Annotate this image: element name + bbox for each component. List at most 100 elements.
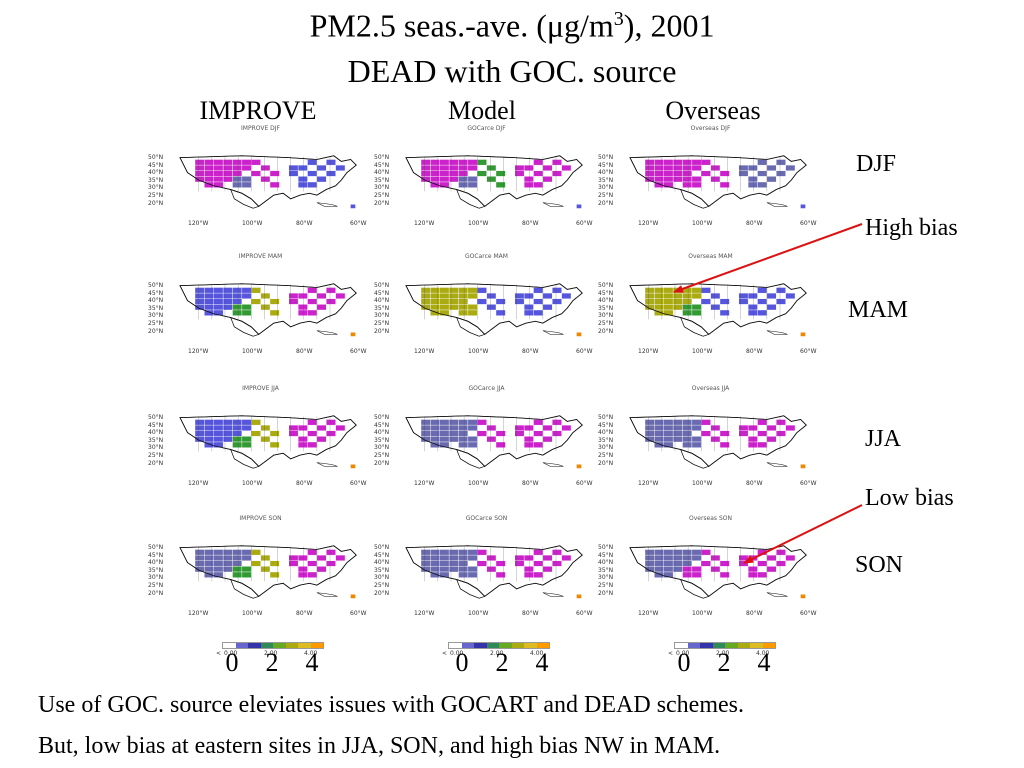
annotation-low-bias: Low bias	[865, 485, 954, 511]
latitude-label: 45°N	[374, 551, 390, 559]
site-cell	[663, 571, 674, 578]
longitude-label: 100°W	[692, 348, 713, 355]
colorbar-less-than: <	[668, 650, 674, 657]
longitude-label: 80°W	[522, 348, 539, 355]
map-panel-overseas-jja: Overseas JJA 50°N 45°N 40°N 35°N 30°N 25°N 20°N…	[598, 382, 823, 487]
high-bias-arrow	[673, 223, 863, 293]
latitude-label: 20°N	[148, 199, 164, 207]
latitude-label: 35°N	[598, 566, 614, 574]
cuba-outline	[766, 330, 788, 335]
site-cell	[486, 164, 497, 171]
site-cell	[776, 170, 786, 177]
longitude-label: 100°W	[242, 348, 263, 355]
latitude-label: 25°N	[598, 452, 614, 459]
longitude-label: 80°W	[522, 480, 539, 487]
site-cell	[738, 170, 749, 177]
footer-line-2: But, low bias at eastern sites in JJA, S…	[38, 733, 721, 759]
site-cell	[297, 292, 308, 299]
latitude-label: 30°N	[148, 574, 164, 582]
site-cell	[747, 292, 758, 299]
longitude-label: 60°W	[350, 610, 367, 617]
longitude-label: 80°W	[746, 220, 763, 227]
map-panel-overseas-djf: Overseas DJF 50°N 45°N 40°N 35°N 30°N 25°N 20°N…	[598, 122, 823, 227]
site-cell	[663, 181, 674, 188]
site-cell	[719, 170, 730, 177]
panel-title: GOCarce DJF	[467, 125, 506, 132]
latitude-label: 30°N	[374, 444, 390, 452]
site-cell	[326, 170, 336, 177]
us-map	[405, 415, 583, 469]
site-cell	[552, 560, 562, 567]
colorbar-segment	[675, 643, 688, 648]
colorbar-segment	[223, 643, 236, 648]
site-cell	[269, 309, 280, 316]
latitude-label: 25°N	[598, 582, 614, 589]
offshore-site	[576, 594, 582, 599]
colorbar-tick: 0.00	[450, 650, 464, 657]
site-cell	[495, 560, 506, 567]
site-cell	[495, 309, 506, 316]
mexico-outline	[455, 316, 486, 337]
us-map	[179, 155, 357, 209]
longitude-label: 120°W	[188, 610, 209, 617]
latitude-label: 30°N	[374, 184, 390, 192]
mexico-outline	[679, 578, 710, 599]
site-cell	[523, 164, 534, 171]
longitude-label: 120°W	[638, 610, 659, 617]
longitude-label: 60°W	[800, 610, 817, 617]
site-cell	[269, 441, 280, 448]
site-cell	[335, 292, 346, 299]
site-cell	[776, 298, 786, 305]
site-cell	[260, 304, 271, 311]
panel-title: GOCarce JJA	[468, 385, 505, 392]
latitude-label: 40°N	[598, 559, 614, 567]
panel-title: GOCarce SON	[465, 515, 508, 522]
site-cell	[458, 309, 469, 316]
mexico-outline	[229, 316, 260, 337]
latitude-label: 20°N	[598, 199, 614, 207]
site-cell	[269, 181, 280, 188]
colorbar-segment	[285, 643, 298, 648]
site-cell	[260, 164, 271, 171]
cuba-outline	[542, 202, 564, 207]
latitude-label: 25°N	[374, 320, 390, 327]
longitude-label: 120°W	[188, 220, 209, 227]
site-cell	[552, 287, 562, 294]
site-cell	[326, 549, 336, 556]
site-cell	[495, 571, 506, 578]
longitude-label: 100°W	[468, 480, 489, 487]
site-cell	[326, 430, 336, 437]
site-cell	[326, 419, 336, 426]
site-cell	[495, 430, 506, 437]
colorbar-segment	[511, 643, 524, 648]
longitude-label: 80°W	[296, 220, 313, 227]
latitude-label: 30°N	[598, 574, 614, 582]
site-cell	[710, 554, 721, 561]
site-cell	[663, 309, 674, 316]
site-cell	[288, 298, 299, 305]
longitude-label: 80°W	[746, 480, 763, 487]
colorbar-strip	[448, 642, 550, 649]
site-cell	[335, 424, 346, 431]
site-cell	[335, 554, 346, 561]
longitude-label: 120°W	[638, 220, 659, 227]
panel-title: IMPROVE SON	[239, 515, 282, 522]
site-cell	[232, 441, 243, 448]
title-superscript: 3	[613, 8, 624, 30]
colorbar-segment	[687, 643, 700, 648]
latitude-label: 20°N	[374, 589, 390, 597]
longitude-label: 120°W	[414, 348, 435, 355]
site-cell	[719, 309, 730, 316]
us-map	[179, 415, 357, 469]
latitude-label: 50°N	[374, 154, 390, 161]
latitude-label: 45°N	[598, 289, 614, 297]
longitude-label: 100°W	[692, 480, 713, 487]
map-panel-model-jja: GOCarce JJA 50°N 45°N 40°N 35°N 30°N 25°N 20°N 1…	[374, 382, 599, 487]
title-text: PM2.5 seas.-ave. (μg/m	[309, 7, 614, 44]
latitude-label: 35°N	[148, 304, 164, 312]
colorbar-strip	[674, 642, 776, 649]
slide-title-line-1: PM2.5 seas.-ave. (μg/m3), 2001	[0, 2, 1024, 43]
latitude-label: 35°N	[598, 304, 614, 312]
